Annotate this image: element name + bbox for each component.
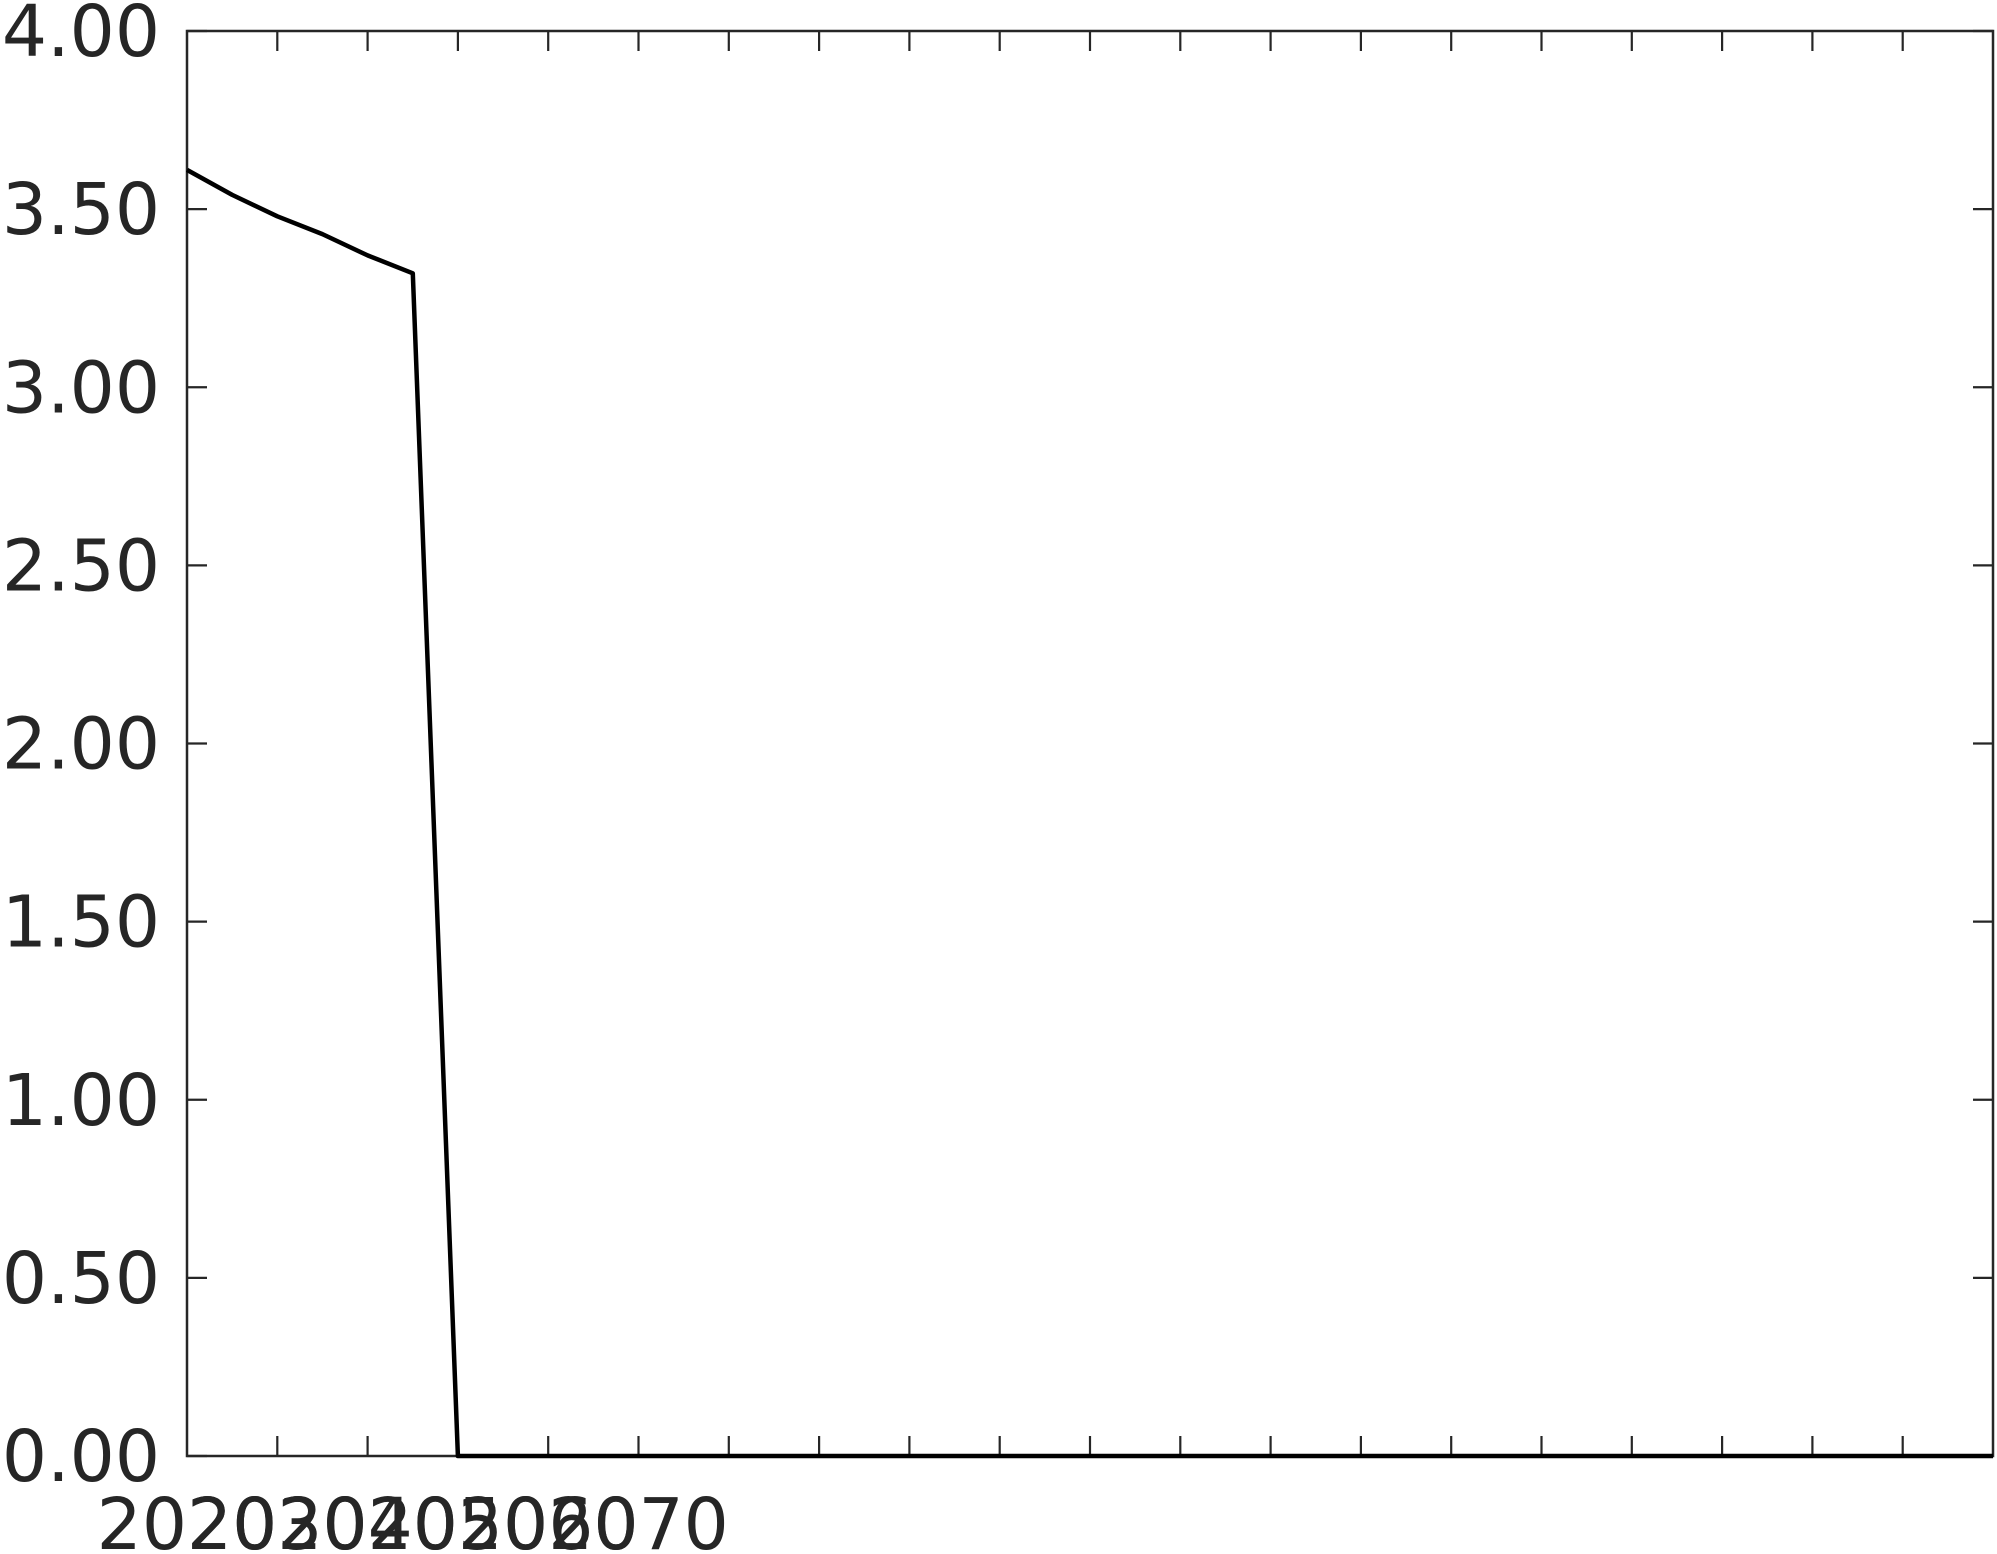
y-tick-label: 1.50: [2, 881, 160, 964]
y-tick-label: 0.00: [2, 1415, 160, 1498]
series-layer: [185, 167, 1993, 1459]
y-tick-label: 2.50: [2, 524, 160, 607]
x-tick-label: 2050: [368, 1483, 549, 1554]
x-tick-label: 2030: [187, 1483, 368, 1554]
axis-ticks: [187, 29, 1993, 1458]
x-tick-label: 2060: [458, 1483, 639, 1554]
plot-frame: [185, 29, 1995, 1458]
y-tick-label: 0.50: [2, 1237, 160, 1320]
y-tick-label: 1.00: [2, 1059, 160, 1142]
y-tick-label: 2.00: [2, 703, 160, 786]
series-line: [185, 167, 1993, 1459]
x-tick-label: 2020: [97, 1483, 278, 1554]
tick-labels: 0.00 0.50 1.00 1.50 2.00 2.50 3.00 3.50 4.00 2020…: [2, 0, 729, 1554]
x-tick-label: 2070: [548, 1483, 729, 1554]
y-tick-label: 3.50: [2, 168, 160, 251]
y-tick-label: 3.00: [2, 346, 160, 429]
x-tick-label: 2040: [277, 1483, 458, 1554]
y-tick-label: 4.00: [2, 0, 160, 73]
